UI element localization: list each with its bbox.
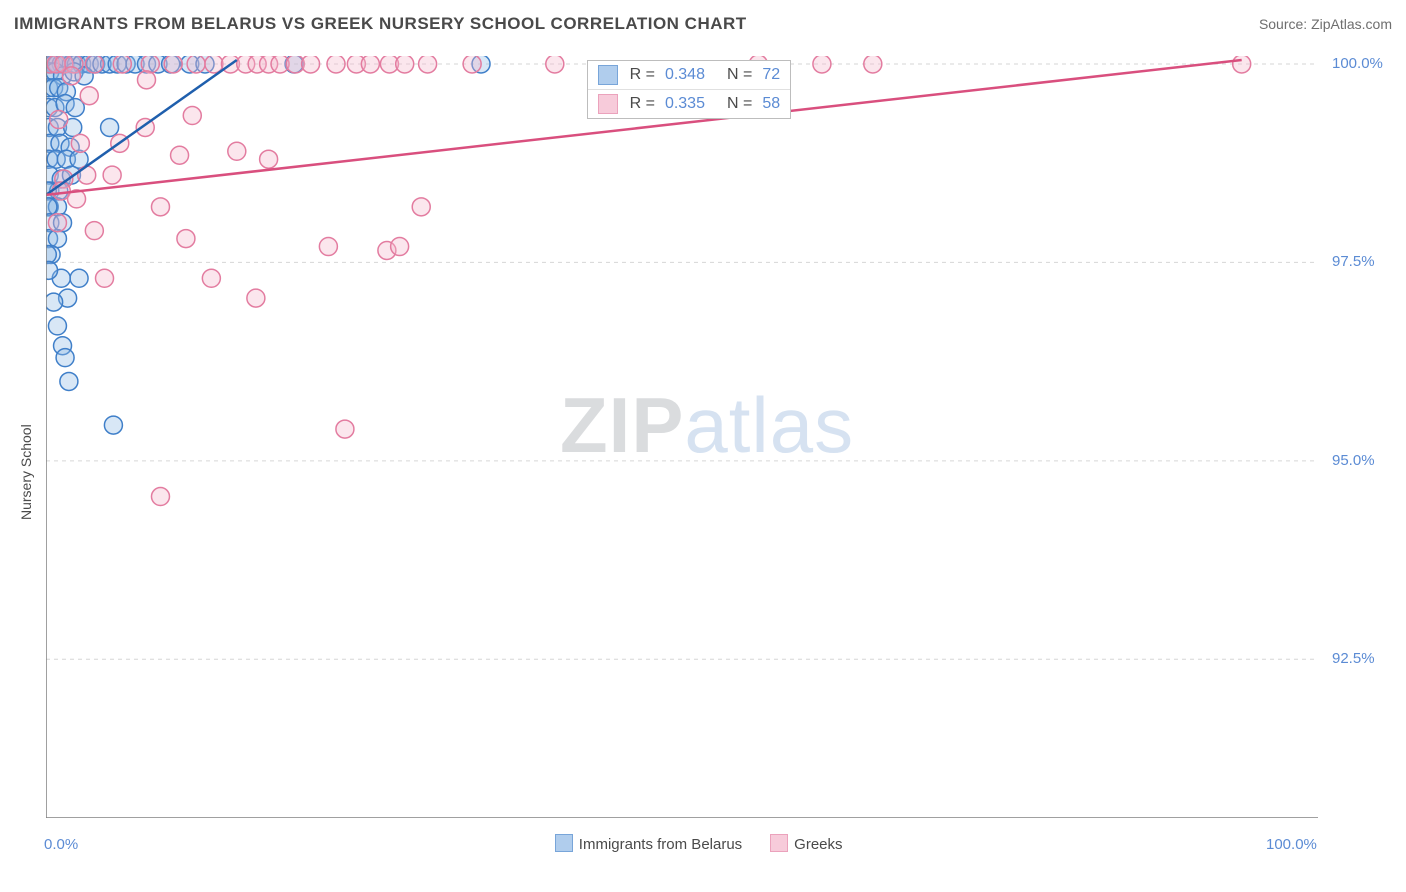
data-point-series0: [60, 372, 78, 390]
legend-label: Immigrants from Belarus: [579, 836, 742, 853]
data-point-series0: [46, 261, 58, 279]
stats-r-label: R =: [630, 95, 655, 113]
data-point-series1: [151, 488, 169, 506]
data-point-series1: [183, 107, 201, 125]
stats-swatch-icon: [598, 65, 618, 85]
legend-swatch-icon: [770, 834, 788, 852]
data-point-series1: [164, 56, 182, 73]
data-point-series1: [247, 289, 265, 307]
data-point-series1: [260, 150, 278, 168]
data-point-series1: [137, 71, 155, 89]
stats-r-value: 0.335: [665, 95, 705, 113]
data-point-series1: [187, 56, 205, 73]
chart-container: IMMIGRANTS FROM BELARUS VS GREEK NURSERY…: [0, 0, 1406, 892]
data-point-series0: [104, 416, 122, 434]
y-axis-label: Nursery School: [18, 424, 34, 520]
data-point-series1: [319, 238, 337, 256]
legend-item: Greeks: [770, 834, 842, 853]
stats-n-value: 72: [762, 66, 780, 84]
data-point-series1: [171, 146, 189, 164]
data-point-series1: [85, 56, 103, 73]
data-point-series1: [463, 56, 481, 73]
stats-n-label: N =: [727, 95, 752, 113]
data-point-series1: [546, 56, 564, 73]
data-point-series1: [302, 56, 320, 73]
legend-label: Greeks: [794, 836, 842, 853]
data-point-series1: [71, 134, 89, 152]
data-point-series0: [48, 317, 66, 335]
source-name: ZipAtlas.com: [1311, 16, 1392, 32]
data-point-series1: [50, 111, 68, 129]
data-point-series1: [103, 166, 121, 184]
data-point-series1: [96, 269, 114, 287]
x-tick-label: 100.0%: [1266, 836, 1317, 853]
y-tick-label: 97.5%: [1332, 253, 1375, 270]
stats-row: R = 0.335 N = 58: [588, 89, 791, 118]
stats-n-label: N =: [727, 66, 752, 84]
data-point-series1: [419, 56, 437, 73]
data-point-series1: [48, 214, 66, 232]
x-tick-label: 0.0%: [44, 836, 78, 853]
data-point-series1: [336, 420, 354, 438]
legend-item: Immigrants from Belarus: [555, 834, 742, 853]
data-point-series1: [327, 56, 345, 73]
data-point-series1: [396, 56, 414, 73]
stats-row: R = 0.348 N = 72: [588, 61, 791, 89]
source-attribution: Source: ZipAtlas.com: [1259, 16, 1392, 32]
data-point-series0: [101, 118, 119, 136]
data-point-series1: [78, 166, 96, 184]
data-point-series1: [85, 222, 103, 240]
data-point-series1: [151, 198, 169, 216]
data-point-series1: [412, 198, 430, 216]
y-tick-label: 100.0%: [1332, 55, 1383, 72]
legend-swatch-icon: [555, 834, 573, 852]
stats-n-value: 58: [762, 95, 780, 113]
data-point-series1: [62, 67, 80, 85]
data-point-series0: [70, 269, 88, 287]
source-prefix: Source:: [1259, 16, 1311, 32]
data-point-series1: [177, 230, 195, 248]
data-point-series0: [56, 349, 74, 367]
data-point-series1: [1233, 56, 1251, 73]
scatter-plot: [46, 56, 1318, 818]
data-point-series1: [228, 142, 246, 160]
data-point-series1: [113, 56, 131, 73]
legend: Immigrants from Belarus Greeks: [555, 834, 843, 853]
data-point-series1: [80, 87, 98, 105]
y-tick-label: 95.0%: [1332, 452, 1375, 469]
title-bar: IMMIGRANTS FROM BELARUS VS GREEK NURSERY…: [14, 14, 1392, 34]
data-point-series1: [391, 238, 409, 256]
y-tick-label: 92.5%: [1332, 650, 1375, 667]
stats-swatch-icon: [598, 94, 618, 114]
stats-r-value: 0.348: [665, 66, 705, 84]
stats-r-label: R =: [630, 66, 655, 84]
data-point-series1: [361, 56, 379, 73]
data-point-series0: [46, 293, 63, 311]
data-point-series1: [813, 56, 831, 73]
data-point-series1: [202, 269, 220, 287]
chart-title: IMMIGRANTS FROM BELARUS VS GREEK NURSERY…: [14, 14, 747, 34]
data-point-series1: [864, 56, 882, 73]
correlation-stats-box: R = 0.348 N = 72 R = 0.335 N = 58: [587, 60, 792, 119]
